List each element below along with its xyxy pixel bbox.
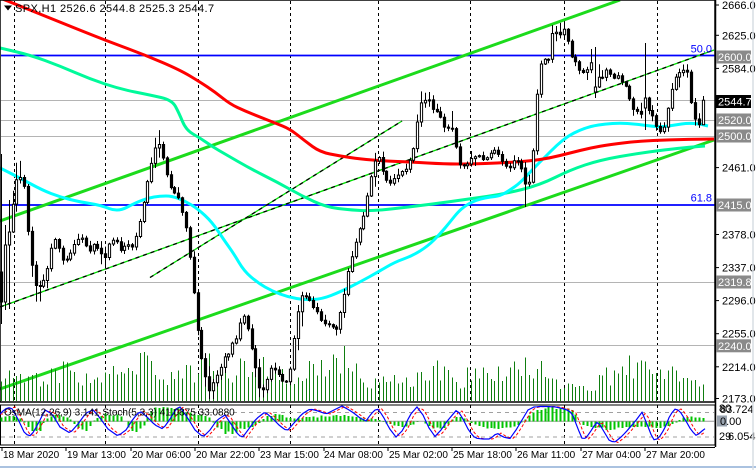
- svg-text:2378.0: 2378.0: [722, 230, 756, 242]
- svg-text:61.8: 61.8: [691, 193, 712, 205]
- svg-text:25 Mar 18:00: 25 Mar 18:00: [453, 450, 512, 461]
- svg-text:SPX,H1 2526.6 2544.8 2525.3 2: SPX,H1 2526.6 2544.8 2525.3 2544.7: [15, 3, 215, 15]
- svg-text:2500.0: 2500.0: [718, 131, 752, 143]
- svg-text:0.00: 0.00: [720, 416, 741, 428]
- svg-text:2584.0: 2584.0: [722, 63, 756, 75]
- svg-text:24 Mar 08:00: 24 Mar 08:00: [324, 450, 383, 461]
- svg-text:23 Mar 15:00: 23 Mar 15:00: [260, 450, 319, 461]
- svg-text:2173.0: 2173.0: [722, 394, 756, 406]
- svg-text:2461.0: 2461.0: [722, 163, 756, 175]
- svg-text:2214.0: 2214.0: [722, 362, 756, 374]
- svg-text:2544.7: 2544.7: [718, 97, 752, 109]
- svg-text:2255.0: 2255.0: [722, 329, 756, 341]
- svg-text:83.724: 83.724: [720, 404, 754, 416]
- svg-text:2415.0: 2415.0: [718, 200, 752, 212]
- svg-text:19 Mar 13:00: 19 Mar 13:00: [67, 450, 126, 461]
- svg-text:27 Mar 04:00: 27 Mar 04:00: [582, 450, 641, 461]
- svg-text:2337.0: 2337.0: [722, 263, 756, 275]
- svg-text:29: 29: [719, 431, 731, 443]
- svg-text:20 Mar 22:00: 20 Mar 22:00: [196, 450, 255, 461]
- svg-text:18 Mar 2020: 18 Mar 2020: [3, 450, 60, 461]
- svg-text:27 Mar 20:00: 27 Mar 20:00: [646, 450, 705, 461]
- svg-text:2625.0: 2625.0: [722, 30, 756, 42]
- svg-text:26 Mar 11:00: 26 Mar 11:00: [517, 450, 576, 461]
- svg-text:2240.0: 2240.0: [718, 341, 752, 353]
- svg-text:2296.0: 2296.0: [722, 296, 756, 308]
- svg-text:2319.8: 2319.8: [718, 277, 752, 289]
- svg-text:50.0: 50.0: [691, 44, 712, 56]
- svg-text:20 Mar 06:00: 20 Mar 06:00: [132, 450, 191, 461]
- svg-text:25 Mar 02:00: 25 Mar 02:00: [389, 450, 448, 461]
- svg-text:OsMA(12,26,9) 3.141 Stoch(5,: OsMA(12,26,9) 3.141 Stoch(5,3,3) 41.0875…: [4, 408, 235, 419]
- svg-text:2666.0: 2666.0: [722, 0, 756, 12]
- svg-text:2520.0: 2520.0: [718, 115, 752, 127]
- svg-text:2600.0: 2600.0: [718, 52, 752, 64]
- svg-text:6.054: 6.054: [728, 431, 756, 443]
- svg-text:80: 80: [719, 403, 731, 415]
